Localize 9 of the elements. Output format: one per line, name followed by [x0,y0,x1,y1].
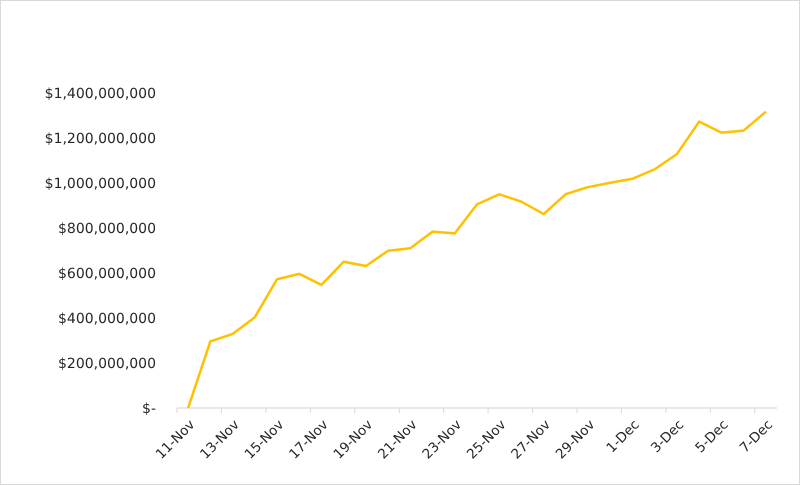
y-tick-label: $800,000,000 [58,220,156,237]
y-tick-label: $1,400,000,000 [44,86,156,102]
line-series [186,110,768,410]
y-tick-label: $200,000,000 [58,356,156,372]
y-tick-label: $400,000,000 [58,310,156,327]
y-tick-label: $600,000,000 [58,266,156,282]
y-tick-label: $1,000,000,000 [44,176,156,192]
y-tick-label: $- [142,400,156,417]
y-tick-label: $1,200,000,000 [44,130,156,147]
